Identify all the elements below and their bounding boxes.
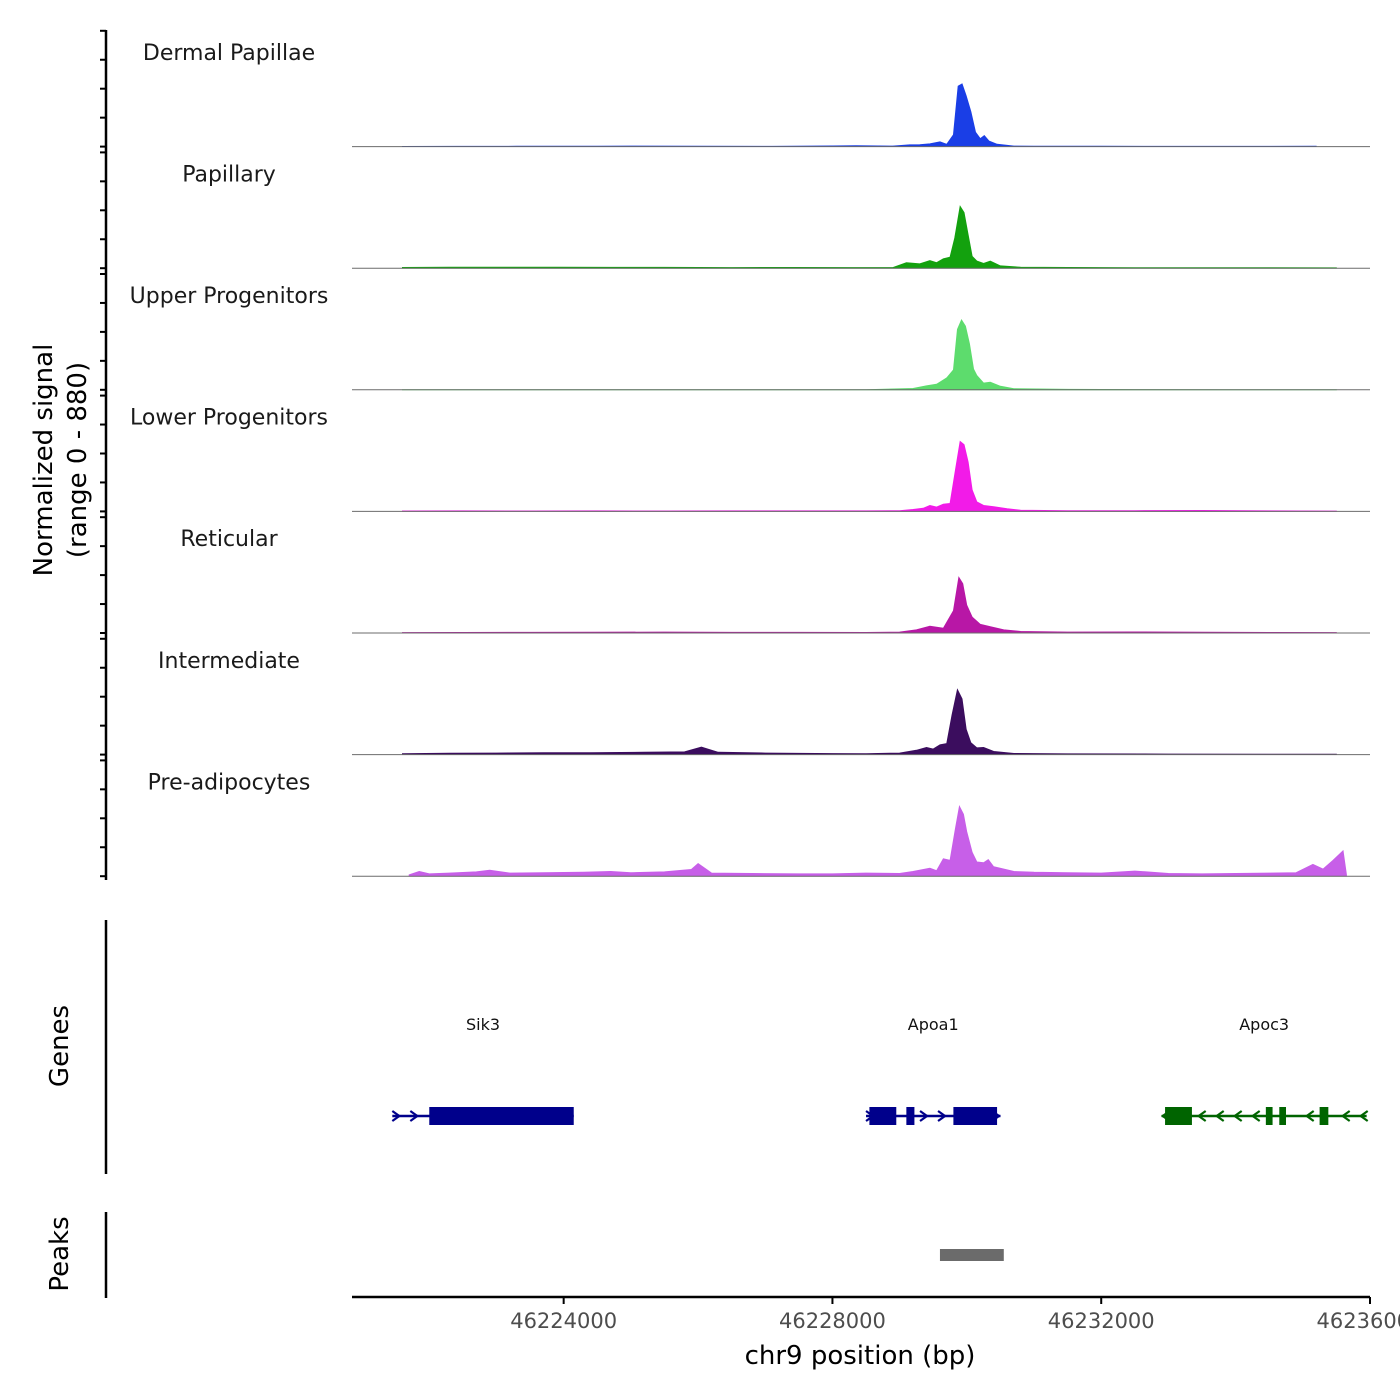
gene-strand-arrow: [1214, 1110, 1225, 1122]
gene-strand-arrow: [1232, 1110, 1243, 1122]
gene-label: Apoa1: [908, 1015, 959, 1034]
y-axis-title: Normalized signal: [29, 344, 59, 577]
gene-strand-arrow: [1250, 1110, 1261, 1122]
track-signal-area: [402, 318, 1337, 391]
genes-panel: Sik3 Apoa1 Apoc3: [104, 920, 1369, 1174]
track-label: Intermediate: [158, 649, 300, 674]
gene-exon: [429, 1107, 574, 1125]
x-axis-title: chr9 position (bp): [745, 1341, 976, 1371]
peaks-panel-title: Peaks: [45, 1216, 75, 1291]
gene-exon: [1165, 1107, 1192, 1125]
track-label: Upper Progenitors: [130, 284, 329, 309]
x-axis-tick-label: 46224000: [510, 1309, 617, 1333]
track-lower-progenitors: Lower Progenitors: [130, 406, 1370, 512]
gene-exon: [869, 1107, 897, 1125]
track-signal-area: [402, 205, 1337, 269]
track-dermal-papillae: Dermal Papillae: [143, 41, 1370, 148]
gene-apoc3: Apoc3: [1160, 1015, 1369, 1125]
gene-sik3: Sik3: [391, 1015, 574, 1125]
track-signal-area: [402, 688, 1337, 755]
peak-region: [939, 1249, 1004, 1261]
gene-strand-arrow: [391, 1110, 402, 1122]
gene-strand-arrow: [1196, 1110, 1207, 1122]
gene-strand-arrow: [919, 1110, 929, 1122]
track-label: Pre-adipocytes: [148, 770, 311, 795]
gene-exon: [1319, 1107, 1329, 1125]
gene-exon: [953, 1107, 998, 1125]
gene-strand-arrow: [1358, 1110, 1369, 1122]
x-axis-tick-label: 46232000: [1048, 1309, 1155, 1333]
track-signal-area: [402, 83, 1317, 147]
peaks-panel: [104, 1212, 1004, 1298]
gene-label: Sik3: [466, 1015, 500, 1034]
x-axis: 46224000 46228000 46232000 46236000: [352, 1295, 1400, 1333]
signal-panel: Dermal Papillae Papillary Upper Progenitor…: [100, 29, 1370, 880]
gene-label: Apoc3: [1239, 1015, 1289, 1034]
track-label: Reticular: [180, 527, 278, 552]
gene-exon: [906, 1107, 915, 1125]
gene-strand-arrow: [409, 1110, 420, 1122]
gene-apoa1: Apoa1: [865, 1015, 1001, 1125]
gene-strand-arrow: [937, 1110, 947, 1122]
gene-exon: [1265, 1107, 1273, 1125]
track-intermediate: Intermediate: [158, 649, 1370, 756]
track-signal-area: [402, 576, 1337, 634]
track-label: Dermal Papillae: [143, 41, 315, 66]
track-signal-area: [408, 804, 1347, 877]
x-axis-tick-label: 46236000: [1317, 1309, 1400, 1333]
gene-exon: [1279, 1107, 1287, 1125]
track-upper-progenitors: Upper Progenitors: [130, 284, 1370, 391]
genes-panel-title: Genes: [45, 1005, 75, 1087]
track-reticular: Reticular: [180, 527, 1370, 634]
y-axis-range-label: (range 0 - 880): [63, 362, 93, 558]
gene-strand-arrow: [1304, 1110, 1315, 1122]
gene-strand-arrow: [1340, 1110, 1351, 1122]
track-label: Papillary: [182, 162, 276, 187]
x-axis-tick-label: 46228000: [779, 1309, 886, 1333]
track-papillary: Papillary: [182, 162, 1370, 269]
track-label: Lower Progenitors: [130, 406, 328, 431]
track-signal-area: [402, 440, 1337, 512]
track-pre-adipocytes: Pre-adipocytes: [148, 770, 1370, 877]
